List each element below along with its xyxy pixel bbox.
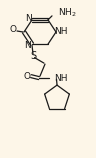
Text: O: O: [24, 72, 31, 81]
Text: N: N: [25, 14, 31, 23]
Text: N: N: [25, 41, 31, 50]
Text: O: O: [10, 25, 17, 34]
Text: S: S: [30, 51, 36, 61]
Text: NH: NH: [54, 27, 68, 36]
Text: NH: NH: [54, 74, 67, 83]
Text: NH$_2$: NH$_2$: [58, 7, 77, 19]
